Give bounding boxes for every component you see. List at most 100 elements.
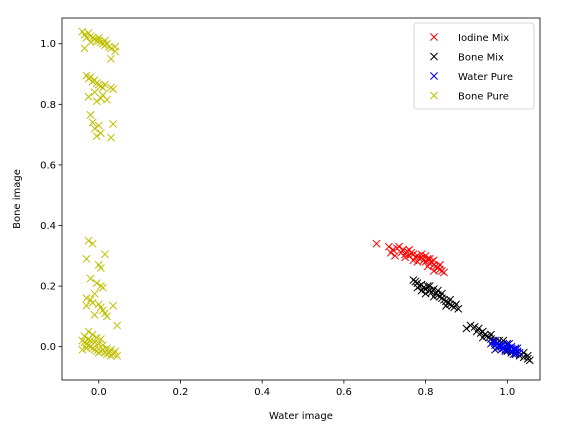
point-iodine-mix [440, 268, 448, 277]
point-bone-pure [92, 97, 101, 106]
y-tick-label: 0.8 [40, 100, 56, 111]
point-bone-mix [470, 323, 479, 331]
point-iodine-mix [417, 250, 426, 259]
y-axis-ticks: 0.0 0.2 0.4 0.6 0.8 1.0 [40, 39, 62, 353]
point-iodine-mix [413, 257, 422, 266]
point-bone-pure [94, 33, 103, 42]
point-iodine-mix [421, 251, 430, 260]
legend-label-iodine-mix: Iodine Mix [458, 33, 509, 44]
legend-box [413, 22, 535, 110]
legend-label-water-pure: Water Pure [458, 72, 513, 83]
point-bone-pure [88, 298, 97, 307]
x-tick-label: 0.8 [418, 387, 434, 398]
x-tick-label: 0.4 [254, 387, 270, 398]
point-bone-pure [102, 312, 111, 321]
point-iodine-mix [384, 242, 393, 251]
point-water-pure [509, 350, 518, 359]
point-bone-pure [90, 338, 99, 347]
point-bone-mix [452, 300, 461, 309]
point-bone-pure [100, 80, 109, 89]
point-bone-mix [462, 324, 471, 333]
series-water-pure [487, 336, 524, 359]
axes-frame [61, 17, 541, 381]
point-bone-pure [107, 44, 115, 53]
point-bone-mix [429, 285, 438, 294]
x-tick-label: 1.0 [499, 387, 515, 398]
point-iodine-mix [391, 251, 399, 260]
point-water-pure [501, 347, 510, 356]
point-iodine-mix [386, 248, 395, 257]
point-bone-pure [94, 121, 103, 130]
point-bone-mix [442, 301, 450, 310]
point-bone-pure [111, 47, 120, 56]
point-bone-pure [80, 44, 89, 53]
point-bone-mix [466, 321, 475, 330]
point-bone-pure [88, 118, 97, 127]
point-bone-pure [84, 335, 93, 344]
y-tick-label: 0.0 [40, 342, 56, 353]
point-bone-pure [100, 250, 109, 259]
legend-item-bone-pure: Bone Pure [430, 91, 509, 103]
y-tick-label: 0.6 [40, 160, 56, 171]
point-bone-pure [86, 110, 95, 119]
point-water-pure [497, 345, 506, 354]
point-bone-pure [92, 132, 101, 141]
legend-marker-bone-mix [430, 52, 438, 61]
point-bone-pure [82, 344, 91, 353]
point-iodine-mix [429, 266, 438, 275]
series-iodine-mix [372, 239, 448, 277]
legend-item-water-pure: Water Pure [430, 72, 513, 83]
point-bone-pure [98, 283, 107, 292]
point-bone-mix [525, 356, 534, 365]
point-bone-pure [90, 124, 99, 133]
legend-item-iodine-mix: Iodine Mix [430, 33, 509, 44]
point-water-pure [513, 344, 522, 353]
y-axis-label: Bone image [12, 169, 23, 229]
point-iodine-mix [401, 253, 410, 262]
legend-marker-bone-pure [430, 91, 438, 100]
chart-marks [78, 27, 534, 365]
point-bone-mix [421, 289, 430, 298]
point-bone-pure [82, 254, 91, 263]
point-bone-pure [84, 92, 93, 101]
legend-marker-water-pure [430, 72, 438, 80]
point-bone-mix [515, 351, 524, 360]
point-bone-mix [519, 348, 528, 357]
point-water-pure [493, 344, 502, 353]
point-bone-pure [107, 345, 115, 354]
point-iodine-mix [423, 262, 432, 271]
point-bone-mix [425, 282, 434, 291]
point-bone-pure [96, 335, 105, 344]
point-bone-mix [413, 283, 422, 292]
point-bone-pure [111, 347, 120, 356]
point-iodine-mix [372, 239, 381, 248]
point-bone-pure [109, 120, 118, 128]
series-bone-pure [78, 27, 122, 360]
point-bone-pure [98, 91, 107, 100]
x-axis-ticks: 0.0 0.2 0.4 0.6 0.8 1.0 [91, 380, 515, 398]
point-bone-pure [92, 279, 101, 288]
point-bone-pure [107, 133, 115, 142]
x-tick-label: 0.2 [173, 387, 189, 398]
legend-label-bone-pure: Bone Pure [458, 92, 509, 103]
point-water-pure [511, 344, 520, 353]
point-bone-pure [100, 36, 109, 45]
point-bone-mix [478, 333, 487, 342]
point-bone-pure [82, 301, 91, 310]
point-bone-pure [86, 38, 95, 47]
point-bone-pure [88, 239, 97, 248]
x-tick-label: 0.0 [91, 387, 107, 398]
y-tick-label: 0.2 [40, 282, 56, 293]
point-bone-mix [487, 330, 495, 339]
point-bone-mix [437, 289, 446, 298]
legend-marker-iodine-mix [430, 33, 438, 41]
point-bone-pure [90, 310, 99, 319]
y-tick-label: 1.0 [40, 39, 56, 50]
point-iodine-mix [435, 260, 444, 269]
point-bone-pure [84, 327, 93, 336]
legend: Iodine Mix Bone Mix Water Pure Bone Pure [413, 22, 535, 110]
point-bone-pure [113, 321, 122, 330]
point-iodine-mix [395, 242, 404, 251]
point-bone-pure [92, 333, 101, 342]
x-axis-label: Water image [269, 411, 333, 422]
